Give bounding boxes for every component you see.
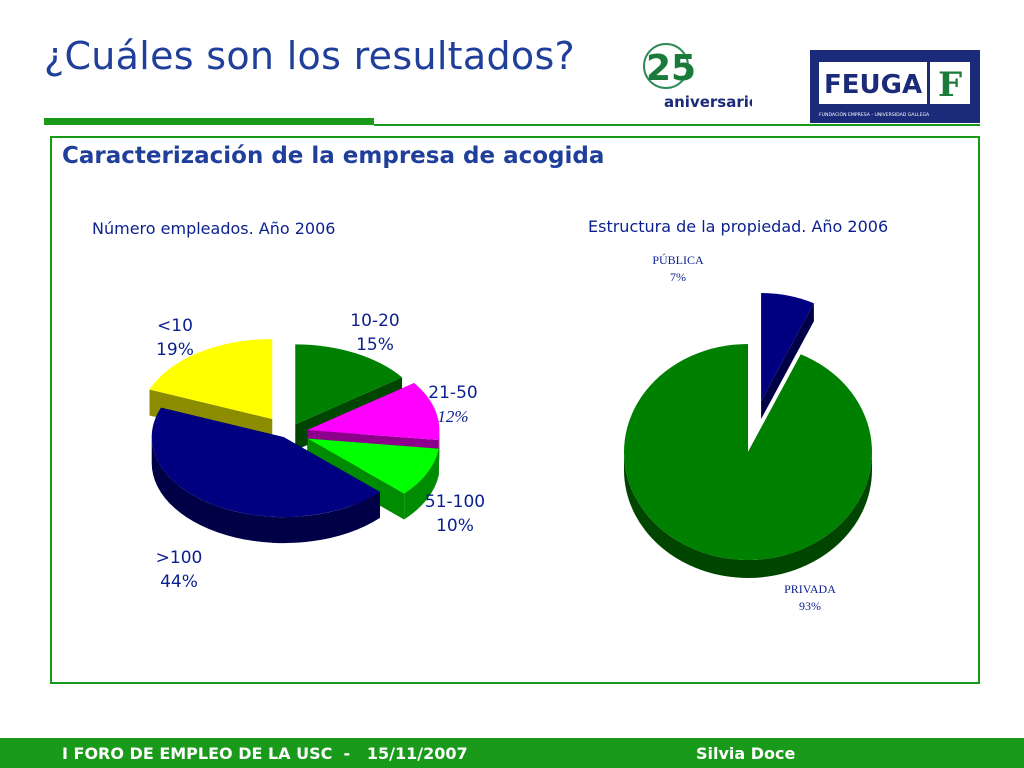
anniversary-logo: 25 aniversario xyxy=(643,43,752,111)
pie2-label-privada-pct: 93% xyxy=(799,599,821,613)
pie1-label-21-50: 21-50 12% xyxy=(408,381,498,429)
chart1-title: Número empleados. Año 2006 xyxy=(92,219,336,238)
pie1-100-top xyxy=(151,407,380,518)
pie2-privada-rim-0 xyxy=(624,452,872,578)
pie1-1020-top xyxy=(295,344,403,425)
pie1-label-51-100: 51-100 10% xyxy=(410,490,500,538)
feuga-name-box xyxy=(819,62,927,104)
pie1-label-51-100-pct: 10% xyxy=(436,516,474,536)
pie2-privada-top xyxy=(623,344,872,561)
pie2-pblica-slice xyxy=(761,293,814,420)
feuga-name: FEUGA xyxy=(824,70,922,100)
title-underline-thin xyxy=(374,124,980,126)
title-underline-thick xyxy=(44,118,374,125)
pie1-100-rim-0 xyxy=(151,437,380,544)
footer-bar xyxy=(0,738,1024,768)
anniversary-circle xyxy=(643,43,689,89)
pie2-label-publica: PÚBLICA 7% xyxy=(628,252,728,286)
pie1-2150-top xyxy=(307,382,440,441)
pie1-51100-rim-0 xyxy=(404,448,439,520)
pie2-privada-slice xyxy=(623,344,872,578)
pie1-label-51-100-name: 51-100 xyxy=(424,492,486,512)
anniversary-number: 25 xyxy=(646,48,696,89)
pie1-label-10-20-pct: 15% xyxy=(356,335,394,355)
slide-subtitle: Caracterización de la empresa de acogida xyxy=(62,143,605,169)
pie2-label-privada-name: PRIVADA xyxy=(784,582,836,596)
pie1-label-over-100: >100 44% xyxy=(134,546,224,594)
footer-author: Silvia Doce xyxy=(696,744,796,763)
pie1-10-top xyxy=(149,338,273,419)
pie2-label-publica-name: PÚBLICA xyxy=(652,253,704,267)
pie1-100-slice xyxy=(151,407,380,544)
pie1-label-21-50-name: 21-50 xyxy=(428,383,478,403)
pie1-51100-top xyxy=(307,438,439,494)
pie1-label-over-100-name: >100 xyxy=(155,548,203,568)
pie1-label-10-20: 10-20 15% xyxy=(330,309,420,357)
chart2-title: Estructura de la propiedad. Año 2006 xyxy=(588,217,889,236)
slide-title: ¿Cuáles son los resultados? xyxy=(44,34,576,78)
pie1-label-21-50-pct: 12% xyxy=(437,407,469,426)
pie1-label-under-10-pct: 19% xyxy=(156,340,194,360)
pie2-pblica-wall-1 xyxy=(761,303,814,420)
pie2-label-publica-pct: 7% xyxy=(670,270,686,284)
pie1-label-over-100-pct: 44% xyxy=(160,572,198,592)
pie1-label-under-10: <10 19% xyxy=(130,314,220,362)
feuga-tagline: FUNDACIÓN EMPRESA - UNIVERSIDAD GALLEGA xyxy=(819,111,930,118)
pie1-label-10-20-name: 10-20 xyxy=(350,311,400,331)
pie2-pblica-top xyxy=(761,293,814,402)
pie2-label-privada: PRIVADA 93% xyxy=(760,581,860,615)
feuga-mark: F xyxy=(938,65,962,105)
footer-event: I FORO DE EMPLEO DE LA USC - 15/11/2007 xyxy=(62,744,468,763)
content-panel xyxy=(50,136,980,684)
feuga-mark-box xyxy=(930,62,970,104)
feuga-logo: FEUGA F FUNDACIÓN EMPRESA - UNIVERSIDAD … xyxy=(810,50,980,123)
anniversary-text: aniversario xyxy=(664,93,752,111)
pie1-label-under-10-name: <10 xyxy=(157,316,193,336)
